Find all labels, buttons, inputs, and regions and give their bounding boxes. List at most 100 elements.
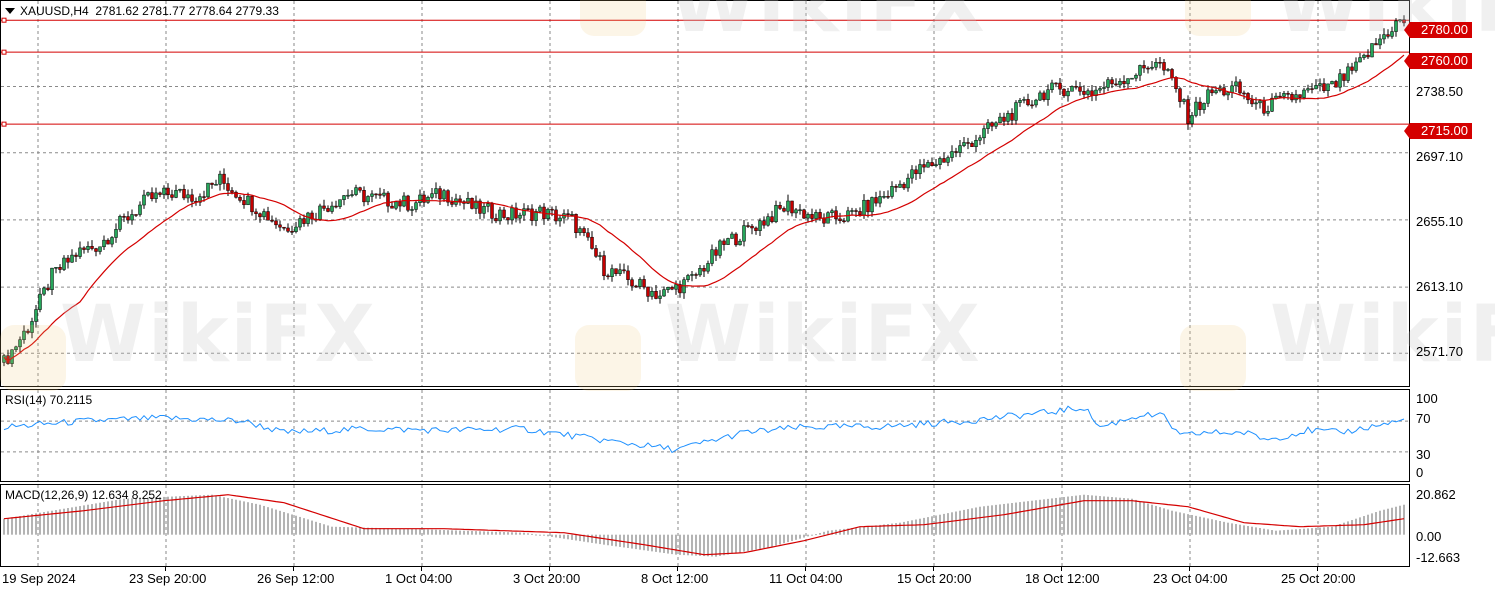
- macd-histogram-bar: [327, 525, 329, 535]
- candle-body: [778, 205, 782, 209]
- rsi-axis-label: 0: [1416, 465, 1424, 480]
- candle-body: [70, 254, 74, 263]
- macd-histogram-bar: [399, 528, 401, 535]
- candle-body: [214, 184, 218, 186]
- candle-body: [1002, 116, 1006, 122]
- candle-body: [894, 186, 898, 188]
- price-axis-label: 2571.70: [1416, 344, 1463, 359]
- macd-histogram-bar: [1347, 521, 1349, 535]
- candle-body: [390, 205, 394, 209]
- candle-body: [558, 217, 562, 222]
- macd-histogram-bar: [755, 534, 757, 550]
- price-chart-pane[interactable]: XAUUSD,H4 2781.62 2781.77 2778.64 2779.3…: [0, 0, 1410, 387]
- candle-body: [1238, 81, 1242, 94]
- macd-histogram-bar: [1283, 530, 1285, 535]
- hline-price-tag[interactable]: 2760.00: [1404, 53, 1472, 69]
- candle-body: [1206, 89, 1210, 104]
- rsi-line: [3, 405, 1405, 454]
- macd-histogram-bar: [1311, 528, 1313, 535]
- macd-histogram-bar: [607, 534, 609, 546]
- macd-histogram-bar: [587, 534, 589, 543]
- macd-histogram-bar: [231, 498, 233, 535]
- candle-body: [1334, 81, 1338, 88]
- candle-body: [138, 204, 142, 215]
- hline-price-tag[interactable]: 2780.00: [1404, 22, 1472, 38]
- macd-histogram-bar: [531, 533, 533, 535]
- macd-histogram-bar: [743, 534, 745, 552]
- macd-histogram-bar: [1119, 497, 1121, 535]
- candle-body: [22, 330, 26, 340]
- macd-histogram-bar: [1235, 524, 1237, 535]
- macd-histogram-bar: [927, 517, 929, 535]
- macd-histogram-bar: [7, 518, 9, 535]
- macd-histogram-bar: [1331, 526, 1333, 535]
- hline-price-tag[interactable]: 2715.00: [1404, 123, 1472, 139]
- candle-body: [1078, 86, 1082, 92]
- candle-body: [206, 182, 210, 198]
- candle-body: [1350, 66, 1354, 71]
- macd-histogram-bar: [535, 534, 537, 536]
- macd-histogram-bar: [403, 528, 405, 535]
- macd-histogram-bar: [279, 510, 281, 535]
- candle-body: [1346, 66, 1350, 81]
- candle-body: [158, 192, 162, 195]
- level-handle: [1, 121, 7, 127]
- candle-body: [370, 193, 374, 197]
- macd-histogram-bar: [439, 529, 441, 535]
- candle-body: [1390, 31, 1394, 37]
- macd-histogram-bar: [1359, 517, 1361, 535]
- candle-body: [442, 190, 446, 200]
- candle-body: [1306, 88, 1310, 91]
- candle-body: [142, 194, 146, 206]
- macd-histogram-bar: [223, 497, 225, 535]
- macd-histogram-bar: [183, 495, 185, 535]
- candle-body: [1326, 83, 1330, 91]
- candle-body: [198, 196, 202, 203]
- price-chart-canvas[interactable]: [1, 1, 1410, 387]
- macd-histogram-bar: [1115, 497, 1117, 535]
- macd-canvas[interactable]: [1, 485, 1410, 567]
- candle-body: [218, 173, 222, 185]
- collapse-triangle-icon[interactable]: [5, 8, 15, 14]
- candle-body: [1322, 83, 1326, 91]
- candle-body: [790, 200, 794, 214]
- candle-body: [838, 218, 842, 221]
- macd-histogram-bar: [255, 503, 257, 535]
- macd-histogram-bar: [575, 534, 577, 541]
- macd-pane[interactable]: MACD(12,26,9) 12.634 8.252: [0, 484, 1410, 567]
- macd-histogram-bar: [443, 530, 445, 535]
- candle-body: [182, 188, 186, 199]
- candle-body: [1102, 87, 1106, 89]
- macd-histogram-bar: [103, 502, 105, 535]
- macd-histogram-bar: [1171, 510, 1173, 535]
- candle-body: [1270, 97, 1274, 112]
- macd-histogram-bar: [35, 513, 37, 535]
- macd-histogram-bar: [739, 534, 741, 553]
- macd-histogram-bar: [1107, 496, 1109, 535]
- candle-body: [1294, 94, 1298, 101]
- candle-body: [342, 195, 346, 200]
- macd-histogram-bar: [703, 534, 705, 557]
- candle-body: [1142, 65, 1146, 69]
- time-axis-label: 26 Sep 12:00: [257, 571, 335, 586]
- macd-histogram-bar: [43, 512, 45, 535]
- candle-body: [1010, 113, 1014, 121]
- rsi-pane[interactable]: RSI(14) 70.2115: [0, 389, 1410, 482]
- level-handle: [1, 49, 7, 55]
- candle-body: [926, 162, 930, 168]
- macd-histogram-bar: [1039, 499, 1041, 535]
- macd-histogram-bar: [803, 534, 805, 538]
- candle-body: [646, 286, 650, 297]
- macd-histogram-bar: [1047, 498, 1049, 535]
- macd-histogram-bar: [547, 534, 549, 537]
- candle-body: [150, 192, 154, 199]
- candle-body: [834, 210, 838, 220]
- candle-body: [622, 269, 626, 272]
- macd-histogram-bar: [1199, 516, 1201, 535]
- macd-histogram-bar: [751, 534, 753, 551]
- candle-body: [238, 197, 242, 201]
- rsi-canvas[interactable]: [1, 390, 1410, 482]
- candle-body: [226, 183, 230, 191]
- macd-histogram-bar: [779, 534, 781, 545]
- candle-body: [130, 214, 134, 221]
